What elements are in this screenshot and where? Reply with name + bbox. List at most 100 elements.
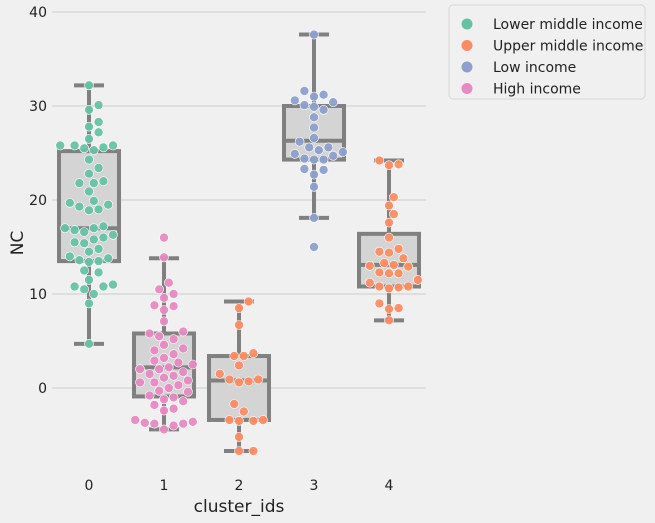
point-cluster-3 xyxy=(328,97,339,107)
legend-item: Low income xyxy=(461,60,576,76)
point-cluster-1 xyxy=(159,305,169,315)
legend-label: Lower middle income xyxy=(493,17,643,33)
point-cluster-1 xyxy=(159,424,169,435)
legend-item: High income xyxy=(461,82,581,98)
point-cluster-4 xyxy=(374,281,385,292)
legend-marker xyxy=(461,40,473,51)
point-cluster-1 xyxy=(168,289,179,299)
point-cluster-1 xyxy=(168,370,179,381)
point-cluster-1 xyxy=(159,394,169,405)
point-cluster-2 xyxy=(234,416,244,426)
point-cluster-3 xyxy=(309,169,319,180)
point-cluster-0 xyxy=(103,253,113,264)
point-cluster-1 xyxy=(178,343,188,354)
point-cluster-2 xyxy=(253,374,264,385)
point-cluster-4 xyxy=(374,298,385,309)
y-tick-label: 0 xyxy=(38,381,47,397)
point-cluster-0 xyxy=(69,237,80,248)
point-cluster-0 xyxy=(93,204,104,215)
point-cluster-0 xyxy=(74,178,85,188)
point-cluster-1 xyxy=(149,355,160,366)
point-cluster-4 xyxy=(412,275,423,285)
point-cluster-3 xyxy=(309,102,319,112)
point-cluster-3 xyxy=(299,86,310,96)
point-cluster-0 xyxy=(65,251,75,262)
point-cluster-4 xyxy=(364,277,375,288)
point-cluster-0 xyxy=(89,289,99,299)
point-cluster-0 xyxy=(93,244,104,254)
point-cluster-3 xyxy=(309,213,319,223)
legend: Lower middle income Upper middle income Lo… xyxy=(448,4,646,100)
point-cluster-4 xyxy=(379,258,390,268)
point-cluster-1 xyxy=(168,334,179,344)
point-cluster-0 xyxy=(55,140,66,151)
point-cluster-0 xyxy=(84,275,94,285)
point-cluster-4 xyxy=(403,281,414,292)
point-cluster-2 xyxy=(229,351,239,361)
x-axis-label: cluster_ids xyxy=(194,497,285,517)
x-tick-label: 2 xyxy=(235,478,244,494)
point-cluster-2 xyxy=(234,303,244,313)
point-cluster-4 xyxy=(384,232,394,243)
point-cluster-3 xyxy=(309,112,319,123)
point-cluster-0 xyxy=(93,163,104,173)
point-cluster-1 xyxy=(159,232,169,243)
point-cluster-0 xyxy=(98,142,109,153)
point-cluster-1 xyxy=(154,284,164,295)
x-tick-label: 0 xyxy=(85,478,94,494)
point-cluster-0 xyxy=(84,257,94,267)
point-cluster-3 xyxy=(337,147,348,157)
point-cluster-0 xyxy=(84,246,94,257)
point-cluster-3 xyxy=(318,165,329,175)
point-cluster-4 xyxy=(388,209,399,219)
point-cluster-1 xyxy=(168,301,179,312)
point-cluster-4 xyxy=(384,217,394,228)
point-cluster-0 xyxy=(93,127,104,138)
point-cluster-0 xyxy=(108,230,118,240)
point-cluster-3 xyxy=(299,100,310,110)
point-cluster-0 xyxy=(84,121,94,132)
legend-frame xyxy=(448,4,646,100)
point-cluster-2 xyxy=(239,351,249,361)
point-cluster-4 xyxy=(384,247,394,258)
point-cluster-1 xyxy=(159,339,169,350)
point-cluster-1 xyxy=(149,300,160,311)
point-cluster-1 xyxy=(144,369,155,379)
y-tick-label: 40 xyxy=(29,5,47,21)
point-cluster-0 xyxy=(65,198,75,208)
point-cluster-1 xyxy=(178,326,188,337)
point-cluster-0 xyxy=(69,225,80,235)
point-cluster-3 xyxy=(309,133,319,143)
point-cluster-1 xyxy=(159,292,169,303)
point-cluster-3 xyxy=(299,164,310,174)
point-cluster-0 xyxy=(60,223,70,233)
point-cluster-4 xyxy=(384,268,394,279)
point-cluster-1 xyxy=(144,328,155,339)
point-cluster-3 xyxy=(304,142,315,153)
point-cluster-0 xyxy=(84,186,94,197)
point-cluster-4 xyxy=(388,192,399,202)
point-cluster-2 xyxy=(234,432,244,442)
legend-label: Low income xyxy=(493,60,576,76)
point-cluster-0 xyxy=(89,178,99,188)
point-cluster-0 xyxy=(84,80,94,91)
point-cluster-4 xyxy=(393,268,404,279)
point-cluster-2 xyxy=(248,416,259,426)
legend-marker xyxy=(461,61,473,73)
point-cluster-0 xyxy=(84,154,94,165)
point-cluster-1 xyxy=(164,277,174,288)
point-cluster-0 xyxy=(93,267,104,278)
point-cluster-2 xyxy=(239,406,249,417)
point-cluster-4 xyxy=(384,283,394,294)
point-cluster-1 xyxy=(168,349,179,360)
point-cluster-1 xyxy=(144,390,155,401)
point-cluster-3 xyxy=(289,95,300,106)
point-cluster-4 xyxy=(384,200,394,211)
point-cluster-1 xyxy=(183,375,193,386)
point-cluster-0 xyxy=(103,199,113,210)
point-cluster-3 xyxy=(309,182,319,192)
point-cluster-2 xyxy=(258,415,268,425)
point-cluster-3 xyxy=(318,105,329,115)
point-cluster-1 xyxy=(159,316,169,327)
